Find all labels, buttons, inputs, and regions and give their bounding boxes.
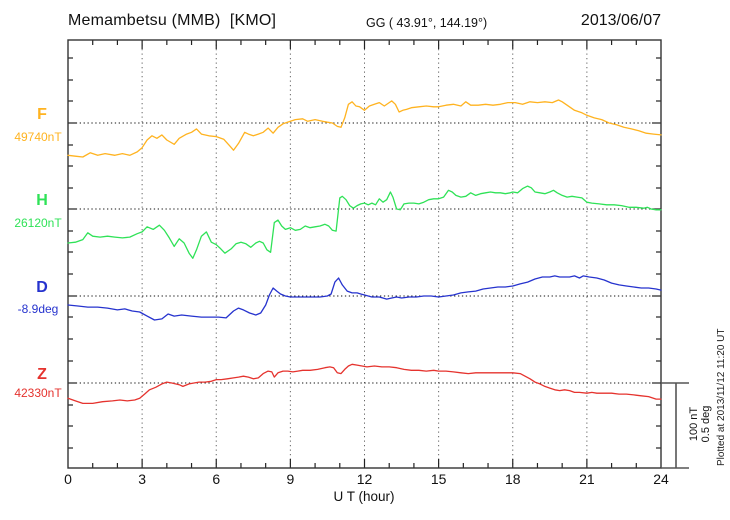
geographic-coords: GG ( 43.91°, 144.19°) — [366, 16, 488, 30]
trace-F — [67, 99, 662, 158]
x-axis-title: U T (hour) — [333, 489, 395, 504]
x-tick-label: 6 — [212, 471, 221, 487]
x-tick-label: 0 — [64, 471, 72, 487]
series-z-baseline-value: 42330nT — [14, 386, 62, 400]
scale-bar-label: 100 nT 0.5 deg — [688, 379, 712, 469]
x-tick-label: 9 — [286, 471, 295, 487]
trace-D — [67, 275, 662, 321]
x-tick-label: 3 — [138, 471, 147, 487]
series-f-baseline-value: 49740nT — [14, 130, 62, 144]
scale-bar-deg: 0.5 deg — [700, 405, 712, 443]
x-tick-label: 18 — [504, 471, 521, 487]
plotted-at-note: Plotted at 2013/11/12 11:20 UT — [716, 328, 727, 466]
x-tick-label: 12 — [356, 471, 373, 487]
x-tick-label: 15 — [430, 471, 447, 487]
series-h-label: H — [36, 192, 48, 209]
observation-date: 2013/06/07 — [580, 12, 661, 29]
trace-Z — [67, 363, 662, 405]
plot-frame — [67, 39, 662, 469]
trace-H — [67, 185, 662, 259]
scale-bar-nt: 100 nT — [688, 406, 700, 442]
x-tick-label: 24 — [653, 471, 669, 487]
station-title: Memambetsu (MMB) [KMO] — [68, 12, 277, 29]
series-z-label: Z — [37, 366, 47, 383]
x-tick-label: 21 — [579, 471, 595, 487]
series-d-baseline-value: -8.9deg — [17, 302, 59, 316]
series-d-label: D — [36, 279, 48, 296]
series-f-label: F — [37, 106, 47, 123]
series-h-baseline-value: 26120nT — [14, 216, 62, 230]
